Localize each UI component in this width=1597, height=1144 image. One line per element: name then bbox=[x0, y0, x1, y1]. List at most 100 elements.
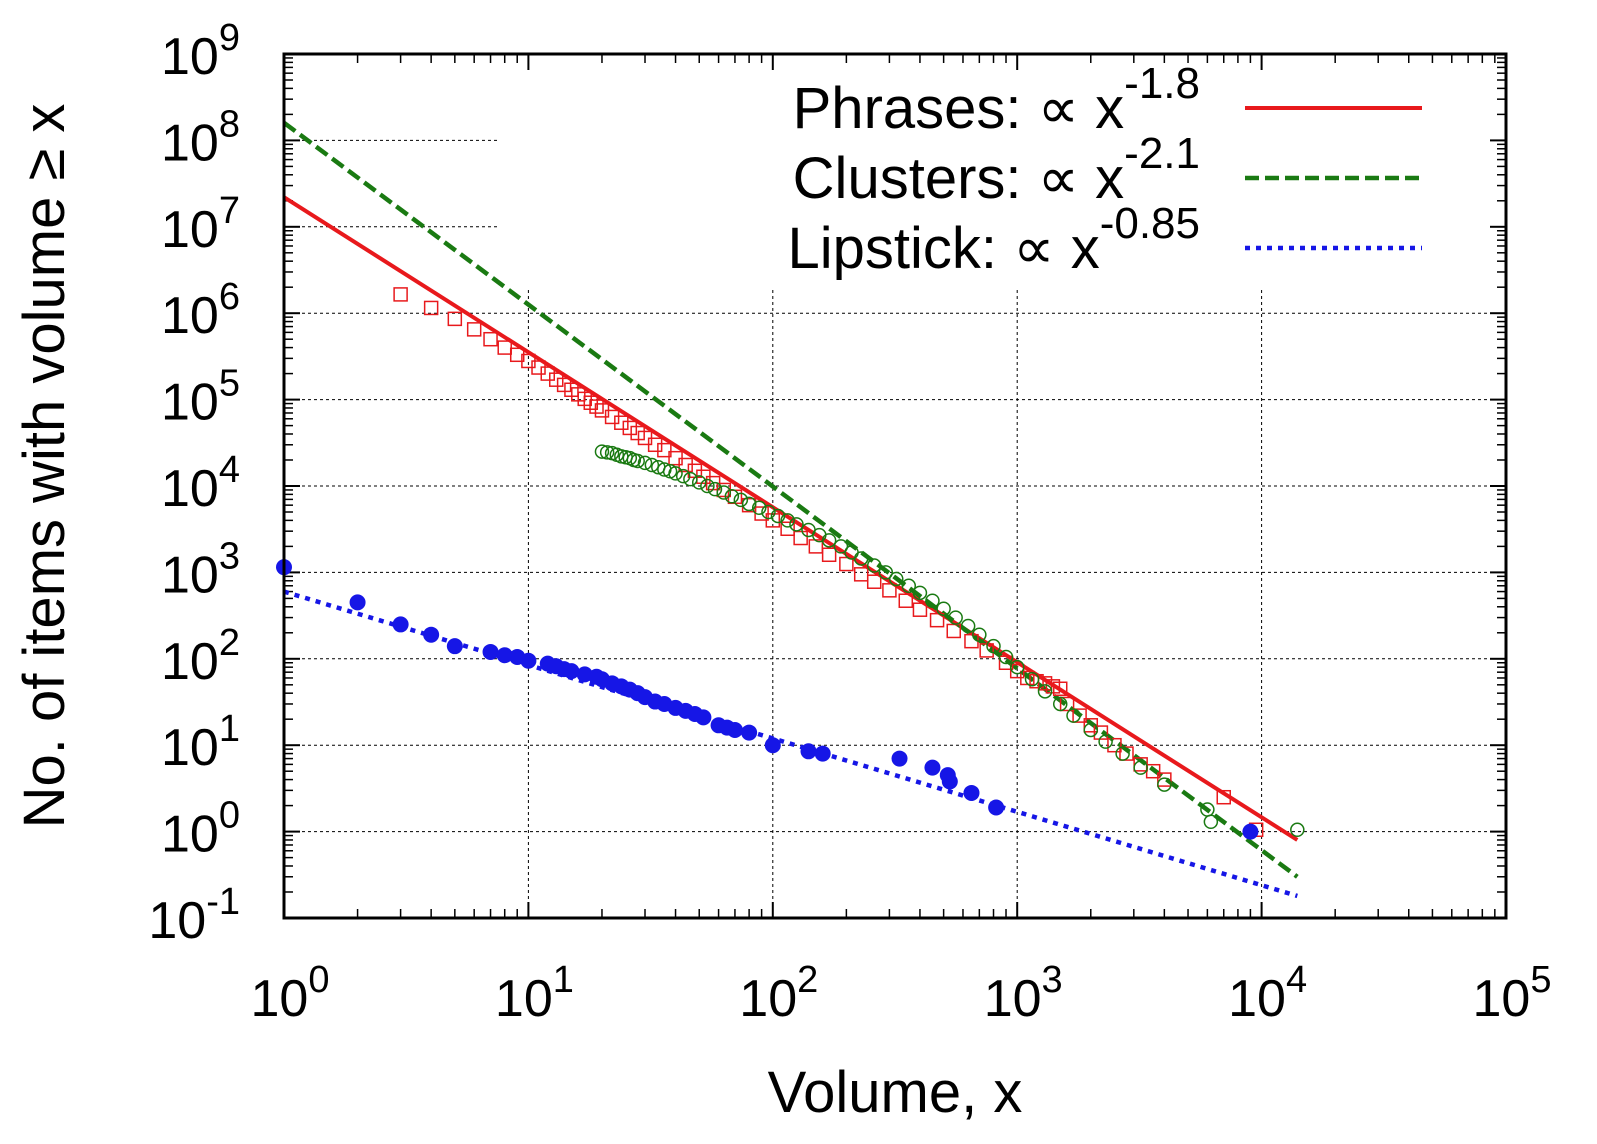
data-point bbox=[630, 453, 645, 469]
data-point bbox=[446, 638, 463, 655]
y-tick-label-base: 10 bbox=[161, 719, 219, 777]
legend-label-text: Phrases: ∝ x bbox=[793, 76, 1125, 141]
data-point bbox=[1107, 737, 1122, 753]
x-tick-label-base: 10 bbox=[251, 970, 309, 1028]
data-point bbox=[1216, 789, 1231, 805]
data-point bbox=[882, 583, 897, 598]
data-point bbox=[1037, 684, 1053, 699]
data-point bbox=[1072, 708, 1087, 723]
y-tick-label-base: 10 bbox=[161, 28, 219, 86]
data-point bbox=[349, 594, 366, 611]
x-tick-label: 102 bbox=[739, 959, 818, 1028]
data-point bbox=[1203, 814, 1219, 830]
y-tick-label-base: 10 bbox=[161, 201, 219, 259]
data-point bbox=[599, 445, 615, 460]
legend-label-exponent: -2.1 bbox=[1124, 129, 1200, 178]
y-tick-label-exponent: -1 bbox=[206, 881, 240, 923]
x-axis-title: Volume, x bbox=[768, 1060, 1023, 1125]
y-tick-label-exponent: 1 bbox=[219, 708, 240, 750]
x-tick-label: 105 bbox=[1473, 959, 1552, 1028]
y-tick-label: 107 bbox=[161, 190, 240, 259]
data-point bbox=[912, 602, 928, 617]
data-point bbox=[986, 638, 1001, 654]
y-tick-label: 104 bbox=[161, 449, 240, 518]
y-tick-label-base: 10 bbox=[161, 460, 219, 518]
x-tick-label: 101 bbox=[495, 959, 574, 1028]
x-tick-label-exponent: 0 bbox=[308, 959, 329, 1001]
data-point bbox=[630, 425, 645, 441]
y-tick-label-exponent: 5 bbox=[219, 363, 240, 405]
legend-label-exponent: -0.85 bbox=[1100, 199, 1200, 248]
x-tick-label-exponent: 1 bbox=[553, 959, 574, 1001]
data-point bbox=[483, 331, 498, 347]
data-point bbox=[423, 626, 440, 643]
data-point bbox=[793, 530, 808, 546]
y-tick-label-base: 10 bbox=[161, 806, 219, 864]
data-point bbox=[637, 455, 653, 471]
data-point bbox=[936, 601, 951, 616]
data-point bbox=[423, 300, 439, 316]
data-point bbox=[741, 724, 758, 741]
x-tick-label-base: 10 bbox=[739, 970, 797, 1028]
data-point bbox=[833, 539, 849, 554]
data-point bbox=[1083, 718, 1099, 733]
data-point bbox=[925, 593, 940, 608]
data-point bbox=[726, 721, 743, 738]
legend-entry-label: Lipstick: ∝ x-0.85 bbox=[788, 199, 1200, 281]
data-point bbox=[741, 496, 757, 512]
data-point bbox=[963, 784, 980, 801]
data-point bbox=[878, 565, 894, 580]
data-point bbox=[733, 492, 749, 508]
data-point bbox=[1290, 822, 1305, 838]
y-tick-label-exponent: 6 bbox=[219, 276, 240, 318]
y-tick-label: 106 bbox=[161, 276, 240, 345]
x-tick-label: 100 bbox=[251, 959, 330, 1028]
data-point bbox=[948, 610, 963, 625]
x-tick-label-base: 10 bbox=[495, 970, 553, 1028]
y-tick-label: 102 bbox=[161, 622, 240, 691]
x-tick-label-base: 10 bbox=[984, 970, 1042, 1028]
data-point bbox=[780, 513, 795, 528]
y-tick-label-base: 10 bbox=[148, 892, 206, 950]
y-tick-label-base: 10 bbox=[161, 114, 219, 172]
data-point bbox=[1083, 722, 1099, 738]
y-tick-label: 101 bbox=[161, 708, 240, 777]
data-point bbox=[1098, 734, 1113, 749]
data-point bbox=[691, 475, 707, 490]
y-tick-label-exponent: 4 bbox=[219, 449, 240, 491]
data-point bbox=[912, 585, 928, 601]
data-point bbox=[1157, 777, 1172, 792]
data-point bbox=[1024, 671, 1040, 687]
data-point bbox=[724, 489, 740, 504]
data-point bbox=[548, 372, 564, 387]
data-point bbox=[941, 773, 958, 790]
fit-line-0 bbox=[282, 195, 1299, 842]
data-point bbox=[563, 663, 580, 680]
data-point bbox=[821, 547, 837, 563]
data-point bbox=[1009, 659, 1025, 675]
data-point bbox=[891, 750, 908, 767]
y-tick-label: 103 bbox=[161, 535, 240, 604]
data-point bbox=[751, 500, 767, 516]
data-point bbox=[556, 377, 572, 393]
data-point bbox=[1059, 696, 1075, 712]
x-tick-label-exponent: 4 bbox=[1286, 959, 1307, 1001]
y-tick-label-base: 10 bbox=[161, 374, 219, 432]
x-tick-label-base: 10 bbox=[1473, 970, 1531, 1028]
y-tick-label-exponent: 9 bbox=[219, 17, 240, 59]
y-tick-label: 105 bbox=[161, 363, 240, 432]
data-point bbox=[988, 799, 1005, 816]
x-axis-tick-labels: 100 101 102 103 104 105 bbox=[251, 959, 1552, 1028]
data-point bbox=[814, 745, 831, 762]
data-point bbox=[1066, 708, 1081, 723]
data-point bbox=[466, 322, 482, 337]
data-point bbox=[764, 737, 781, 754]
y-tick-label-exponent: 3 bbox=[219, 535, 240, 577]
data-point bbox=[594, 444, 610, 459]
data-point bbox=[496, 647, 513, 664]
data-point bbox=[960, 618, 976, 634]
data-point bbox=[929, 612, 945, 628]
